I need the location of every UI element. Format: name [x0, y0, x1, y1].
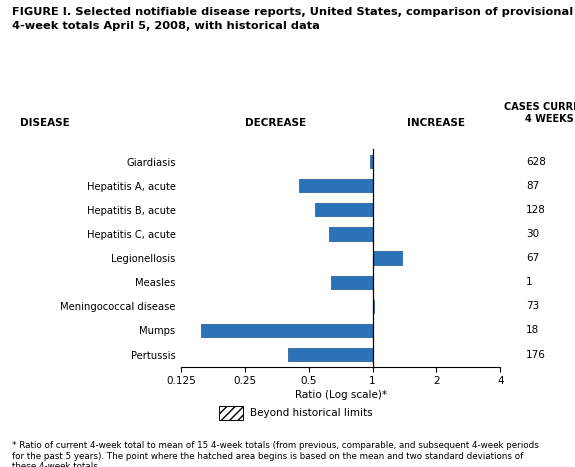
Text: INCREASE: INCREASE: [408, 119, 465, 128]
Text: FIGURE I. Selected notifiable disease reports, United States, comparison of prov: FIGURE I. Selected notifiable disease re…: [12, 7, 573, 17]
Text: 73: 73: [526, 301, 539, 311]
Text: 628: 628: [526, 156, 546, 167]
Bar: [373, 251, 401, 265]
Bar: [288, 348, 373, 361]
Bar: [329, 227, 373, 241]
X-axis label: Ratio (Log scale)*: Ratio (Log scale)*: [295, 390, 386, 401]
Text: 67: 67: [526, 253, 539, 263]
Text: 176: 176: [526, 349, 546, 360]
Text: 1: 1: [526, 277, 533, 287]
Bar: [315, 203, 373, 216]
Text: CASES CURRENT
4 WEEKS: CASES CURRENT 4 WEEKS: [504, 102, 575, 124]
Text: DISEASE: DISEASE: [20, 119, 70, 128]
Bar: [331, 276, 373, 289]
Bar: [373, 300, 374, 313]
Bar: [299, 179, 373, 192]
Text: 128: 128: [526, 205, 546, 215]
Text: DECREASE: DECREASE: [246, 119, 306, 128]
Text: 4-week totals April 5, 2008, with historical data: 4-week totals April 5, 2008, with histor…: [12, 21, 319, 31]
Text: Beyond historical limits: Beyond historical limits: [250, 408, 372, 418]
Bar: [201, 324, 373, 337]
Text: 18: 18: [526, 325, 539, 335]
Text: * Ratio of current 4-week total to mean of 15 4-week totals (from previous, comp: * Ratio of current 4-week total to mean …: [12, 441, 538, 467]
Bar: [370, 155, 373, 168]
Text: 30: 30: [526, 229, 539, 239]
Text: 87: 87: [526, 181, 539, 191]
